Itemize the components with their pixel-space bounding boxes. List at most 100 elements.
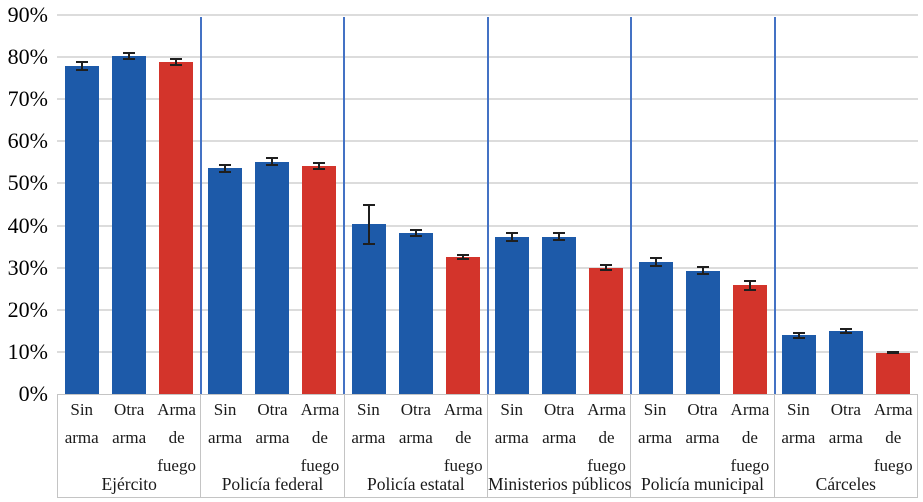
x-label-cell-policia-estatal: Sin arma Otra arma Arma de fuego Policía es… bbox=[345, 395, 488, 497]
error-bar bbox=[887, 351, 900, 355]
error-bar bbox=[840, 327, 853, 334]
y-axis-tick-label: 70% bbox=[7, 86, 48, 112]
bar-sin-arma-ministerios-publicos bbox=[495, 231, 530, 394]
x-label-cell-policia-municipal: Sin arma Otra arma Arma de fuego Policía mu… bbox=[631, 395, 775, 497]
bar-arma-de-fuego-policia-estatal bbox=[445, 253, 480, 394]
bar-labels-row: Sin arma Otra arma Arma de fuego bbox=[345, 395, 487, 480]
group-label: Ministerios públicos bbox=[487, 474, 632, 494]
error-bar-cap-bottom bbox=[506, 239, 519, 242]
group-separator-line bbox=[343, 17, 345, 394]
error-bar-cap-bottom bbox=[649, 264, 662, 267]
error-bar bbox=[793, 332, 806, 339]
bar-group-policia-federal bbox=[199, 0, 345, 394]
group-separator-line bbox=[773, 17, 776, 394]
y-axis-tick-label: 10% bbox=[7, 338, 48, 364]
error-bar bbox=[122, 52, 135, 60]
bar-otra-arma-ejercito bbox=[111, 52, 146, 394]
error-bar-vline bbox=[511, 231, 514, 242]
error-bar-vline bbox=[748, 279, 751, 291]
bar-labels-row: Sin arma Otra arma Arma de fuego bbox=[488, 395, 630, 480]
y-axis-tick-label: 60% bbox=[7, 128, 48, 154]
error-bar-vline bbox=[367, 203, 370, 245]
error-bar-cap-bottom bbox=[840, 331, 853, 334]
bar-sin-arma-policia-municipal bbox=[638, 256, 673, 394]
error-bar-vline bbox=[558, 231, 561, 242]
bar-label-sin-arma: Sin arma bbox=[781, 400, 816, 447]
error-bar-vline bbox=[605, 263, 608, 272]
error-bar-vline bbox=[174, 57, 177, 66]
bar-group-ministerios-publicos bbox=[486, 0, 632, 394]
error-bar-cap-bottom bbox=[362, 242, 375, 245]
error-bar bbox=[696, 266, 709, 275]
bar-labels-row: Sin arma Otra arma Arma de fuego bbox=[201, 395, 343, 480]
error-bar-cap-bottom bbox=[266, 163, 279, 166]
x-label-cell-ministerios-publicos: Sin arma Otra arma Arma de fuego Ministerio… bbox=[488, 395, 631, 497]
plot-area bbox=[57, 0, 918, 394]
error-bar-vline bbox=[461, 253, 464, 260]
x-axis-label-table: Sin arma Otra arma Arma de fuego Ejército Si… bbox=[57, 394, 918, 498]
error-bar bbox=[456, 253, 469, 260]
bar-label-arma-de-fuego: Arma de fuego bbox=[873, 400, 913, 475]
bar-label-sin-arma: Sin arma bbox=[64, 400, 99, 447]
y-axis-tick-label: 30% bbox=[7, 254, 48, 280]
error-bar bbox=[743, 279, 756, 291]
bar-label-sin-arma: Sin arma bbox=[494, 400, 529, 447]
error-bar bbox=[219, 163, 232, 173]
error-bar bbox=[362, 203, 375, 245]
group-label: Cárceles bbox=[815, 474, 876, 494]
y-axis-tick-label: 0% bbox=[18, 381, 48, 406]
bar-label-arma-de-fuego: Arma de fuego bbox=[587, 400, 626, 475]
error-bar-vline bbox=[127, 52, 130, 60]
gridline bbox=[57, 14, 918, 16]
error-bar-vline bbox=[701, 266, 704, 275]
bar-otra-arma-ministerios-publicos bbox=[542, 231, 577, 394]
bar-labels-row: Sin arma Otra arma Arma de fuego bbox=[631, 395, 773, 480]
group-label: Policía municipal bbox=[640, 474, 764, 494]
error-bar-vline bbox=[224, 163, 227, 173]
bar-label-otra-arma: Otra arma bbox=[685, 400, 720, 447]
bar-otra-arma-policia-municipal bbox=[685, 266, 720, 394]
y-axis-tick-label: 90% bbox=[7, 2, 48, 27]
bar-sin-arma-carceles bbox=[782, 332, 817, 394]
group-separator-line bbox=[199, 17, 202, 394]
error-bar-cap-bottom bbox=[600, 269, 613, 272]
y-axis-tick-label: 80% bbox=[7, 44, 48, 70]
bar-label-otra-arma: Otra arma bbox=[828, 400, 863, 447]
error-bar-vline bbox=[845, 327, 848, 334]
y-axis-tick-label: 20% bbox=[7, 296, 48, 322]
error-bar-cap-bottom bbox=[409, 234, 422, 237]
error-bar-cap-bottom bbox=[793, 336, 806, 339]
bar-label-sin-arma: Sin arma bbox=[351, 400, 386, 447]
error-bar-cap-bottom bbox=[219, 170, 232, 173]
bar-arma-de-fuego-ministerios-publicos bbox=[589, 263, 624, 394]
bar-group-carceles bbox=[773, 0, 919, 394]
bar-label-sin-arma: Sin arma bbox=[638, 400, 673, 447]
bar-labels-row: Sin arma Otra arma Arma de fuego bbox=[775, 395, 917, 480]
bar-label-arma-de-fuego: Arma de fuego bbox=[157, 400, 196, 475]
bar-arma-de-fuego-ejercito bbox=[158, 57, 193, 394]
bar-arma-de-fuego-policia-federal bbox=[302, 162, 337, 394]
error-bar-cap-bottom bbox=[743, 288, 756, 291]
group-label: Policía estatal bbox=[366, 474, 465, 494]
bar-sin-arma-policia-federal bbox=[208, 163, 243, 394]
group-label: Policía federal bbox=[221, 474, 324, 494]
error-bar-cap-bottom bbox=[313, 167, 326, 170]
error-bar-vline bbox=[798, 332, 801, 339]
bar-label-arma-de-fuego: Arma de fuego bbox=[300, 400, 340, 475]
error-bar bbox=[506, 231, 519, 242]
y-axis-tick-label: 40% bbox=[7, 212, 48, 238]
group-separator-line bbox=[630, 17, 632, 394]
bar-label-otra-arma: Otra arma bbox=[255, 400, 290, 447]
error-bar bbox=[75, 60, 88, 71]
bar-label-arma-de-fuego: Arma de fuego bbox=[443, 400, 483, 475]
error-bar-vline bbox=[654, 256, 657, 267]
bar-group-ejercito bbox=[57, 0, 201, 394]
bar-group-policia-municipal bbox=[630, 0, 775, 394]
x-label-cell-carceles: Sin arma Otra arma Arma de fuego Cárceles bbox=[775, 395, 917, 497]
bar-label-otra-arma: Otra arma bbox=[112, 400, 147, 447]
error-bar bbox=[409, 229, 422, 237]
bar-otra-arma-carceles bbox=[829, 327, 864, 394]
error-bar bbox=[169, 57, 182, 66]
error-bar-vline bbox=[80, 60, 83, 71]
bar-group-policia-estatal bbox=[343, 0, 488, 394]
